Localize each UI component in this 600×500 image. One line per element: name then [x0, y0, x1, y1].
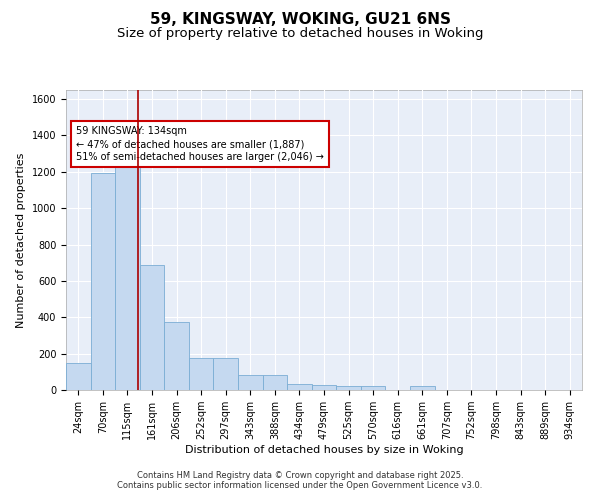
- Bar: [410, 386, 434, 390]
- Bar: [189, 358, 214, 390]
- Bar: [91, 172, 115, 390]
- Bar: [140, 264, 164, 390]
- Text: Contains HM Land Registry data © Crown copyright and database right 2025.
Contai: Contains HM Land Registry data © Crown c…: [118, 470, 482, 490]
- Bar: [66, 362, 91, 390]
- Bar: [312, 384, 336, 390]
- Y-axis label: Number of detached properties: Number of detached properties: [16, 152, 26, 328]
- Bar: [287, 384, 312, 390]
- Bar: [115, 160, 140, 390]
- Bar: [336, 386, 361, 390]
- X-axis label: Distribution of detached houses by size in Woking: Distribution of detached houses by size …: [185, 445, 463, 455]
- Text: Size of property relative to detached houses in Woking: Size of property relative to detached ho…: [117, 28, 483, 40]
- Text: 59 KINGSWAY: 134sqm
← 47% of detached houses are smaller (1,887)
51% of semi-det: 59 KINGSWAY: 134sqm ← 47% of detached ho…: [76, 126, 324, 162]
- Bar: [164, 322, 189, 390]
- Bar: [238, 374, 263, 390]
- Bar: [214, 358, 238, 390]
- Bar: [263, 374, 287, 390]
- Text: 59, KINGSWAY, WOKING, GU21 6NS: 59, KINGSWAY, WOKING, GU21 6NS: [149, 12, 451, 28]
- Bar: [361, 386, 385, 390]
